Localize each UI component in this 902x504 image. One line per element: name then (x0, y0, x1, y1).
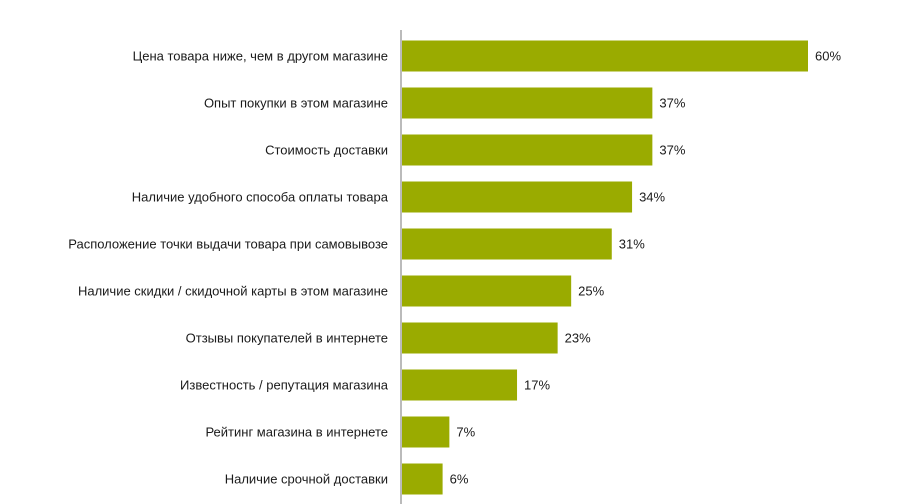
value-label: 17% (524, 378, 550, 393)
category-label: Цена товара ниже, чем в другом магазине (133, 49, 388, 64)
value-label: 23% (565, 331, 591, 346)
category-label: Стоимость доставки (265, 143, 388, 158)
bar (402, 369, 518, 401)
value-label: 7% (456, 425, 475, 440)
category-label: Наличие срочной доставки (225, 472, 388, 487)
category-label: Опыт покупки в этом магазине (204, 96, 388, 111)
category-label: Известность / репутация магазина (180, 378, 389, 393)
value-label: 6% (450, 472, 469, 487)
bar (402, 40, 808, 72)
labels-layer: Цена товара ниже, чем в другом магазине 6… (68, 49, 841, 487)
value-label: 34% (639, 190, 665, 205)
bar (402, 322, 558, 354)
bar (402, 416, 450, 448)
bar (402, 87, 653, 119)
value-label: 25% (578, 284, 604, 299)
value-label: 37% (659, 96, 685, 111)
value-label: 31% (619, 237, 645, 252)
bar (402, 134, 653, 166)
value-label: 60% (815, 49, 841, 64)
category-label: Отзывы покупателей в интернете (186, 331, 388, 346)
bars-layer (402, 40, 808, 495)
bar (402, 228, 612, 260)
category-label: Наличие удобного способа оплаты товара (132, 190, 389, 205)
category-label: Наличие скидки / скидочной карты в этом … (78, 284, 388, 299)
bar (402, 275, 572, 307)
value-label: 37% (659, 143, 685, 158)
category-label: Расположение точки выдачи товара при сам… (68, 237, 388, 252)
bar (402, 181, 633, 213)
bar (402, 463, 443, 495)
category-label: Рейтинг магазина в интернете (205, 425, 388, 440)
